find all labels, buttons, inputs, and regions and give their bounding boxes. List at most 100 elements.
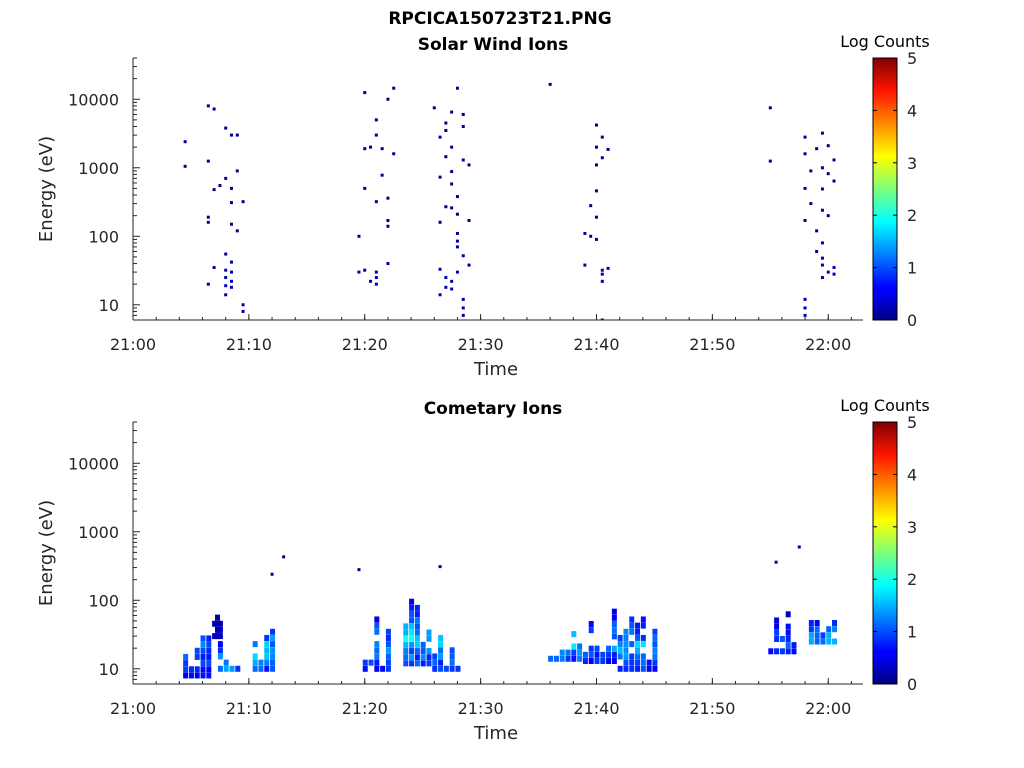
data-cell bbox=[206, 641, 212, 648]
data-cell bbox=[629, 628, 635, 635]
data-cell bbox=[363, 186, 367, 190]
data-cell bbox=[617, 634, 623, 641]
data-cell bbox=[414, 604, 420, 611]
data-cell bbox=[640, 622, 646, 629]
data-cell bbox=[438, 634, 444, 641]
data-cell bbox=[832, 266, 836, 270]
data-cell bbox=[206, 159, 210, 163]
data-cell bbox=[386, 97, 390, 101]
data-cell bbox=[583, 263, 587, 267]
data-cell bbox=[779, 648, 785, 655]
data-cell bbox=[217, 620, 223, 627]
data-cell bbox=[559, 649, 565, 656]
x-tick-label: 21:20 bbox=[342, 699, 388, 718]
data-cell bbox=[606, 651, 612, 658]
data-cell bbox=[183, 672, 189, 679]
data-cell bbox=[635, 628, 641, 635]
data-cell bbox=[438, 565, 442, 569]
data-cell bbox=[183, 660, 189, 667]
data-cell bbox=[461, 158, 465, 162]
data-cell bbox=[218, 184, 222, 188]
data-cell bbox=[646, 659, 652, 666]
data-cell bbox=[223, 665, 229, 672]
data-cell bbox=[409, 598, 415, 605]
data-cell bbox=[229, 270, 233, 274]
colorbar-tick-label: 1 bbox=[907, 623, 917, 642]
data-cell bbox=[635, 647, 641, 654]
data-cell bbox=[217, 653, 223, 660]
data-cell bbox=[606, 645, 612, 652]
data-cell bbox=[652, 628, 658, 635]
data-cell bbox=[414, 635, 420, 642]
data-cell bbox=[571, 643, 577, 650]
data-cell bbox=[571, 631, 577, 638]
data-cell bbox=[282, 555, 286, 559]
data-cell bbox=[235, 133, 239, 137]
data-cell bbox=[832, 620, 838, 627]
data-cell bbox=[785, 648, 791, 655]
y-tick-label: 1000 bbox=[78, 159, 119, 178]
data-cell bbox=[785, 629, 791, 636]
data-cell bbox=[252, 665, 258, 672]
data-cell bbox=[577, 643, 583, 650]
data-cell bbox=[588, 651, 594, 658]
data-cell bbox=[188, 666, 194, 673]
data-cell bbox=[374, 118, 378, 122]
data-cell bbox=[600, 135, 604, 139]
data-cell bbox=[438, 293, 442, 297]
data-cell bbox=[820, 632, 826, 639]
data-cell bbox=[444, 121, 448, 125]
data-cell bbox=[252, 641, 258, 648]
data-cell bbox=[385, 628, 391, 635]
data-cell bbox=[832, 158, 836, 162]
data-cell bbox=[229, 201, 233, 205]
x-tick-label: 21:30 bbox=[458, 335, 504, 354]
data-cell bbox=[629, 641, 635, 648]
data-cell bbox=[420, 641, 426, 648]
data-cell bbox=[241, 309, 245, 313]
data-cell bbox=[403, 641, 409, 648]
data-cell bbox=[803, 313, 807, 317]
data-cell bbox=[461, 112, 465, 116]
data-cell bbox=[815, 229, 819, 233]
data-cell bbox=[623, 634, 629, 641]
data-cell bbox=[629, 622, 635, 629]
data-cell bbox=[553, 655, 559, 662]
data-cell bbox=[206, 635, 212, 642]
data-cell bbox=[455, 212, 459, 216]
data-cell bbox=[461, 297, 465, 301]
y-tick-label: 10000 bbox=[68, 90, 119, 109]
data-cell bbox=[461, 313, 465, 317]
data-cell bbox=[600, 268, 604, 272]
data-cell bbox=[652, 647, 658, 654]
data-cell bbox=[814, 638, 820, 645]
data-cell bbox=[374, 200, 378, 204]
data-cell bbox=[403, 635, 409, 642]
y-tick-label: 10 bbox=[99, 296, 119, 315]
data-cell bbox=[594, 189, 598, 193]
data-cell bbox=[611, 657, 617, 664]
colorbar-label: Log Counts bbox=[840, 32, 930, 51]
data-cell bbox=[589, 204, 593, 208]
data-cell bbox=[450, 287, 454, 291]
x-tick-label: 21:40 bbox=[573, 335, 619, 354]
data-cell bbox=[565, 649, 571, 656]
data-cell bbox=[450, 206, 454, 210]
data-cell bbox=[450, 182, 454, 186]
data-cell bbox=[808, 626, 814, 633]
data-cell bbox=[611, 627, 617, 634]
data-cell bbox=[385, 659, 391, 666]
data-cell bbox=[270, 665, 276, 672]
data-cell bbox=[600, 272, 604, 276]
data-cell bbox=[635, 653, 641, 660]
data-cell bbox=[820, 638, 826, 645]
data-layer bbox=[183, 82, 836, 320]
data-cell bbox=[414, 654, 420, 661]
y-tick-label: 1000 bbox=[78, 523, 119, 542]
data-cell bbox=[374, 133, 378, 137]
data-cell bbox=[374, 270, 378, 274]
data-cell bbox=[206, 282, 210, 286]
data-cell bbox=[594, 651, 600, 658]
data-cell bbox=[206, 653, 212, 660]
data-cell bbox=[600, 657, 606, 664]
